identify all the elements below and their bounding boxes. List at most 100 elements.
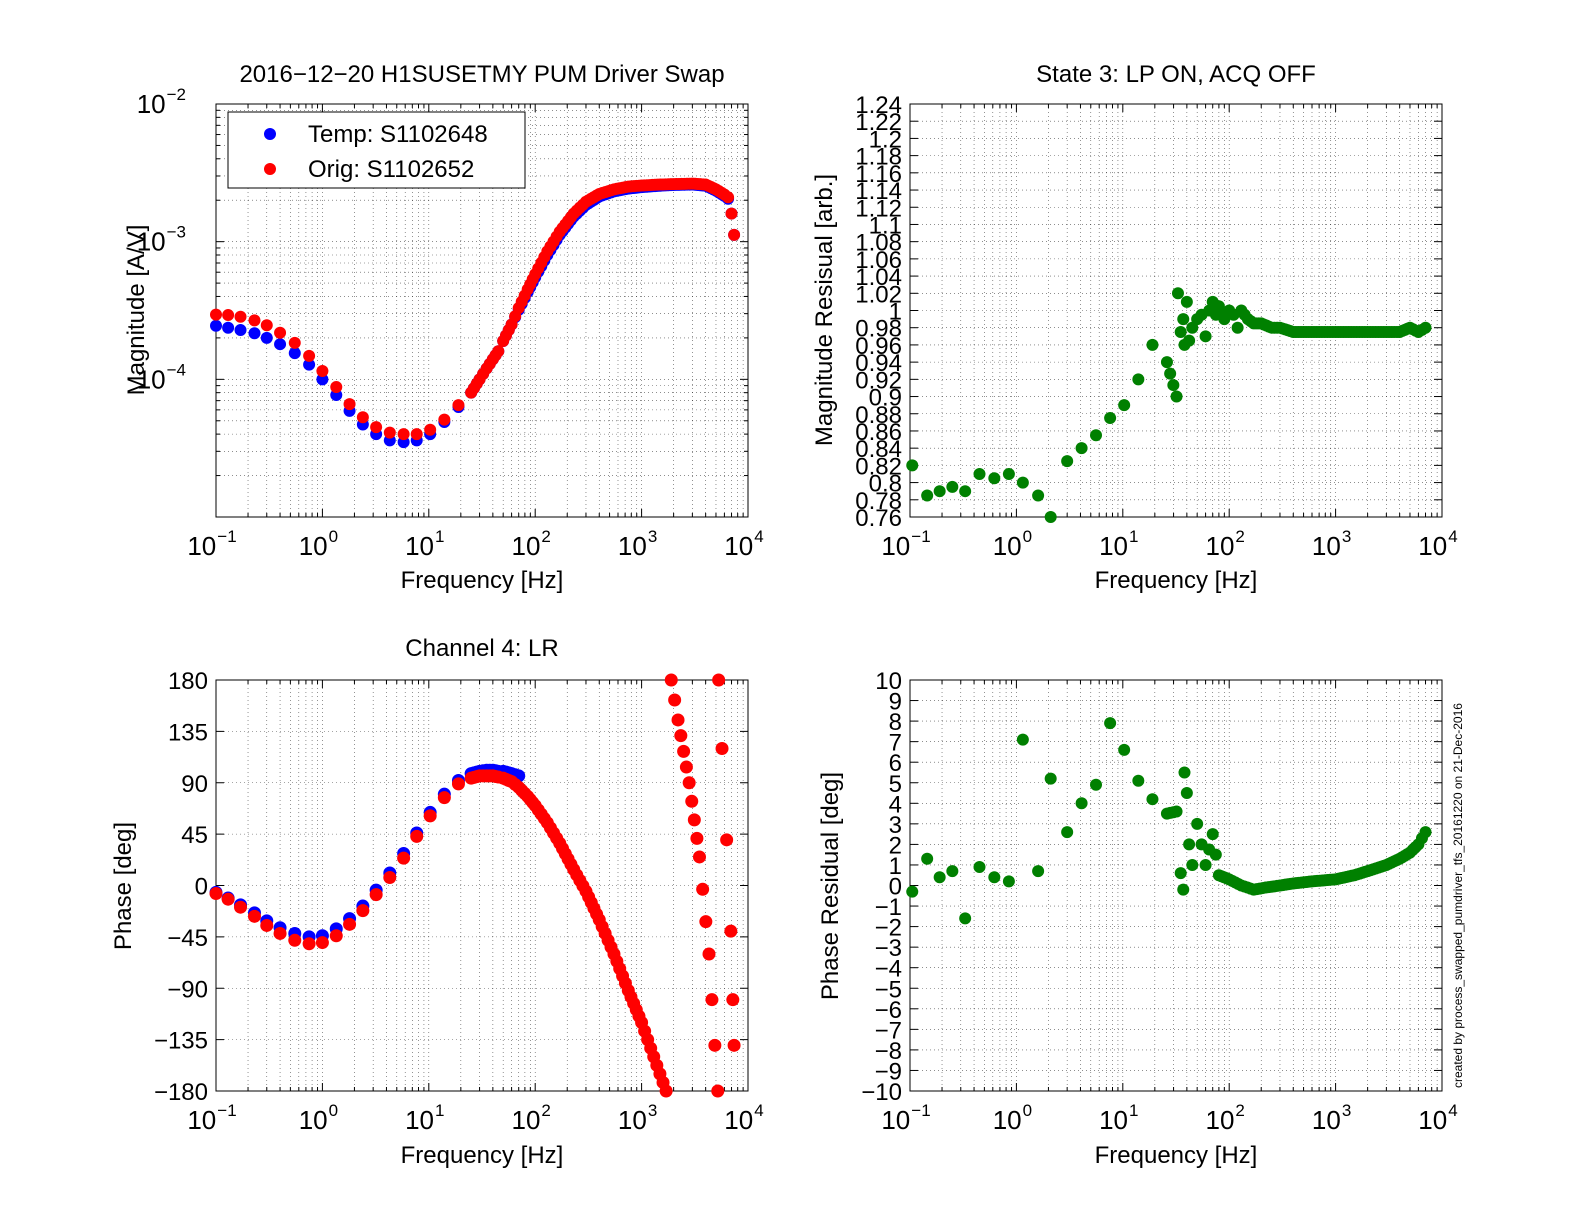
data-point [423,809,437,823]
x-tick-exponent: 4 [754,527,763,546]
data-point [210,319,222,332]
magnitude-residual-y-label: Magnitude Resisual [arb.] [811,174,838,446]
data-point [383,426,396,439]
data-point [260,331,273,344]
data-point [1075,442,1088,455]
legend-label-orig: Orig: S1102652 [308,156,474,183]
y-tick-label: 90 [181,771,208,798]
magnitude-series [210,177,741,449]
x-tick-exponent: 4 [1448,1101,1457,1120]
magnitude-residual-series [906,287,1432,523]
magnitude-panel: 10−1 100 101 102 103 104 10−410−310−2 2016−12… [123,61,764,594]
data-point [343,398,356,411]
data-point [234,310,247,323]
data-point [247,909,261,923]
y-tick-label: 0 [889,874,902,901]
data-point [1183,334,1196,347]
data-point [410,428,423,441]
x-tick-exponent: −1 [217,527,236,546]
data-point [370,421,383,434]
data-point [668,693,682,707]
data-point [273,926,287,940]
data-point [437,791,451,805]
y-tick-label: 1.08 [855,230,902,257]
data-point [424,423,437,436]
data-point [725,207,738,220]
data-point [1146,793,1159,806]
y-tick-label: 0.98 [855,316,902,343]
data-point [1132,774,1145,787]
y-tick-label: 0.82 [855,453,902,480]
x-tick-exponent: 0 [1023,527,1032,546]
data-point [1419,321,1432,334]
y-tick-label: 0.78 [855,488,902,515]
x-tick-exponent: 3 [648,1101,657,1120]
data-point [664,673,678,687]
y-tick-label: 0.96 [855,333,902,360]
data-point [316,364,329,377]
data-point [356,411,369,424]
data-point [302,937,316,951]
data-point [315,936,329,950]
data-point [452,399,465,412]
data-point [248,327,261,340]
magnitude-residual-panel: 10−1 100 101 102 103 104 0.760.780.80.820.840… [811,61,1458,594]
data-point [677,744,691,758]
data-point [728,228,741,241]
data-point [1170,390,1183,403]
y-tick-label: −6 [875,997,902,1024]
data-point [1016,733,1029,746]
data-point [1044,772,1057,785]
legend-marker-orig [264,163,276,175]
magnitude-x-label: Frequency [Hz] [401,567,564,594]
x-tick-exponent: 2 [1235,527,1244,546]
x-tick-exponent: −1 [217,1101,236,1120]
data-point [397,851,411,865]
x-tick-exponent: −1 [911,527,930,546]
y-tick-label: −180 [154,1079,208,1106]
data-point [343,917,357,931]
y-tick-label: 0.92 [855,367,902,394]
y-tick-label: 1 [889,853,902,880]
data-point [726,993,740,1007]
y-tick-label: 2 [889,832,902,859]
y-tick-label: 7 [889,730,902,757]
data-point [679,760,693,774]
data-point [303,358,316,371]
data-point [692,850,706,864]
y-tick-label: 1.24 [855,92,902,119]
data-point [1174,326,1187,339]
data-point [303,349,316,362]
data-point [260,319,273,332]
data-point [1177,883,1190,896]
data-point [1199,330,1212,343]
data-point [708,1038,722,1052]
data-point [222,321,235,334]
phase-residual-y-label: Phase Residual [deg] [817,772,844,1000]
y-tick-label: −1 [875,894,902,921]
data-point [397,428,410,441]
x-tick-exponent: 0 [1023,1101,1032,1120]
y-tick-label: −2 [875,915,902,942]
data-point [1075,797,1088,810]
x-tick-exponent: 4 [754,1101,763,1120]
data-point [659,1084,673,1098]
magnitude-residual-title: State 3: LP ON, ACQ OFF [1036,61,1316,88]
y-tick-label: −45 [167,925,208,952]
y-tick-exponent: −3 [167,223,186,242]
data-point [1170,805,1183,818]
y-tick-label: 5 [889,771,902,798]
x-tick-exponent: 1 [435,527,444,546]
data-point [316,373,329,386]
phase-x-label: Frequency [Hz] [401,1142,564,1169]
magnitude-y-label: Magnitude [A/V] [123,225,150,396]
magnitude-residual-grid [909,103,1443,518]
data-point [705,993,719,1007]
data-point [1061,455,1074,468]
data-point [1180,295,1193,308]
data-point [687,813,701,827]
y-tick-label: 3 [889,812,902,839]
y-tick-label: −3 [875,935,902,962]
data-point [973,467,986,480]
y-tick-label: −8 [875,1038,902,1065]
